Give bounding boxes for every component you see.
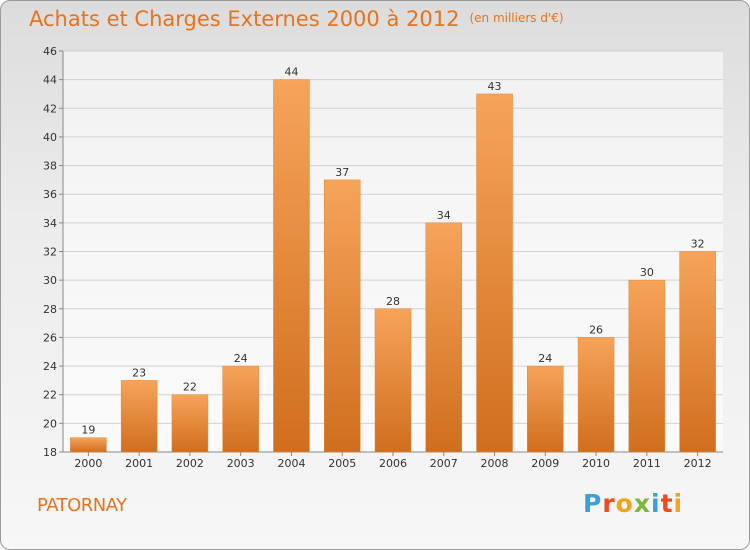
x-tick-label-2010: 2010 xyxy=(582,457,610,470)
logo-letter: t xyxy=(660,489,674,518)
x-tick-label-2007: 2007 xyxy=(430,457,458,470)
logo-letter: r xyxy=(602,489,616,518)
data-label-2009: 24 xyxy=(538,352,552,365)
y-tick-label: 42 xyxy=(43,102,57,115)
data-label-2010: 26 xyxy=(589,323,603,336)
data-label-2012: 32 xyxy=(691,238,705,251)
bar-2007 xyxy=(425,222,463,453)
bar-2006 xyxy=(374,308,412,453)
x-tick-label-2000: 2000 xyxy=(74,457,102,470)
bar-2009 xyxy=(527,365,564,453)
x-tick-label-2012: 2012 xyxy=(684,457,712,470)
logo-letter: x xyxy=(633,489,651,518)
chart-title-text: Achats et Charges Externes 2000 à 2012 xyxy=(29,7,460,31)
bar-2002 xyxy=(171,394,209,453)
logo-letter: i xyxy=(651,489,661,518)
bar-2004 xyxy=(273,79,310,453)
y-tick-label: 26 xyxy=(43,331,57,344)
proxiti-logo: Proxiti xyxy=(583,489,683,518)
x-tick-label-2009: 2009 xyxy=(531,457,559,470)
commune-name: PATORNAY xyxy=(37,495,127,516)
y-tick-label: 38 xyxy=(43,160,57,173)
y-tick-label: 34 xyxy=(43,217,57,230)
y-tick-label: 28 xyxy=(43,303,57,316)
bar-2012 xyxy=(679,251,716,453)
x-tick-label-2002: 2002 xyxy=(176,457,204,470)
logo-letter: P xyxy=(583,489,603,518)
chart-unit: (en milliers d'€) xyxy=(469,11,564,25)
data-label-2008: 43 xyxy=(488,80,502,93)
y-tick-label: 24 xyxy=(43,360,57,373)
data-label-2007: 34 xyxy=(437,209,451,222)
bar-2000 xyxy=(70,437,107,453)
bar-2005 xyxy=(323,179,361,453)
logo-letter: o xyxy=(615,489,634,518)
data-label-2002: 22 xyxy=(183,381,197,394)
data-label-2001: 23 xyxy=(132,366,146,379)
x-tick-label-2001: 2001 xyxy=(125,457,153,470)
chart-title: Achats et Charges Externes 2000 à 2012 (e… xyxy=(29,7,564,31)
bar-2011 xyxy=(628,279,666,453)
data-label-2005: 37 xyxy=(335,166,349,179)
y-tick-label: 44 xyxy=(43,74,57,87)
y-tick-label: 18 xyxy=(43,446,57,459)
x-tick-label-2003: 2003 xyxy=(227,457,255,470)
x-tick-label-2004: 2004 xyxy=(277,457,305,470)
y-tick-label: 32 xyxy=(43,246,57,259)
logo-letter: i xyxy=(673,489,684,518)
x-tick-label-2005: 2005 xyxy=(328,457,356,470)
data-label-2011: 30 xyxy=(640,266,654,279)
bar-2010 xyxy=(577,337,615,453)
y-tick-label: 22 xyxy=(43,389,57,402)
bar-2008 xyxy=(476,93,513,453)
y-tick-label: 30 xyxy=(43,274,57,287)
x-tick-label-2006: 2006 xyxy=(379,457,407,470)
y-tick-label: 46 xyxy=(43,45,57,58)
data-label-2003: 24 xyxy=(234,352,248,365)
data-label-2004: 44 xyxy=(284,66,298,79)
y-tick-label: 36 xyxy=(43,188,57,201)
x-tick-label-2008: 2008 xyxy=(481,457,509,470)
x-tick-label-2011: 2011 xyxy=(633,457,661,470)
bar-2001 xyxy=(120,380,158,453)
y-tick-label: 20 xyxy=(43,417,57,430)
data-label-2000: 19 xyxy=(81,424,95,437)
data-label-2006: 28 xyxy=(386,295,400,308)
bar-2003 xyxy=(222,365,259,453)
y-tick-label: 40 xyxy=(43,131,57,144)
